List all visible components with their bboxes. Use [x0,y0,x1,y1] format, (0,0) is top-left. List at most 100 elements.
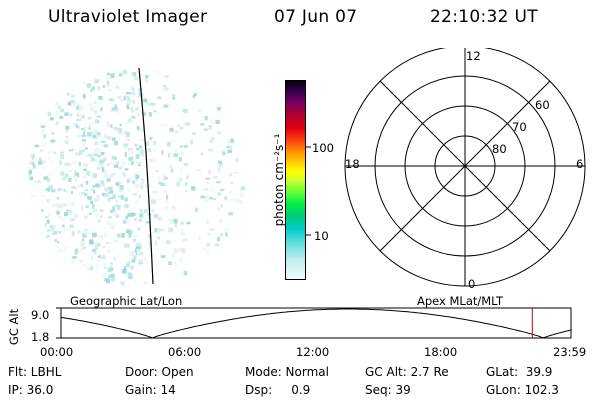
speckle-pixel [128,233,132,238]
speckle-pixel [128,156,134,161]
speckle-pixel [168,227,174,233]
speckle-pixel [32,157,35,161]
speckle-pixel [92,184,96,188]
speckle-pixel [136,162,140,165]
speckle-pixel [56,196,59,200]
speckle-pixel [70,210,73,215]
speckle-pixel [66,92,70,96]
speckle-pixel [137,113,140,117]
speckle-pixel [119,98,124,102]
speckle-pixel [45,187,50,191]
speckle-pixel [51,225,56,230]
speckle-pixel [94,158,97,163]
speckle-pixel [107,72,110,76]
speckle-pixel [123,172,126,176]
speckle-pixel [182,238,188,242]
speckle-pixel [104,232,108,238]
speckle-pixel [140,245,143,250]
speckle-pixel [29,174,32,176]
speckle-pixel [222,151,226,155]
info-gain: Gain: 14 [125,383,176,397]
speckle-pixel [144,259,148,265]
speckle-pixel [153,140,156,145]
speckle-pixel [210,188,214,193]
speckle-pixel [90,122,94,125]
speckle-pixel [95,119,99,124]
speckle-pixel [107,215,113,219]
speckle-pixel [165,240,171,245]
speckle-pixel [43,134,46,139]
speckle-pixel [166,194,169,200]
speckle-pixel [126,104,129,110]
speckle-pixel [98,254,102,257]
speckle-pixel [217,107,221,111]
speckle-pixel [145,221,150,224]
speckle-pixel [47,111,51,116]
info-gcalt: GC Alt: 2.7 Re [365,365,449,379]
speckle-pixel [78,106,84,111]
speckle-pixel [127,209,132,213]
speckle-pixel [214,243,220,247]
speckle-pixel [143,209,148,213]
speckle-pixel [113,256,118,259]
orbit-strip [56,307,572,339]
speckle-pixel [57,248,62,253]
speckle-pixel [80,183,84,188]
speckle-pixel [51,132,55,135]
speckle-pixel [82,237,85,243]
speckle-pixel [130,73,134,78]
speckle-pixel [131,110,134,113]
speckle-pixel [76,106,81,110]
speckle-pixel [83,142,86,147]
speckle-pixel [178,177,183,182]
speckle-pixel [97,164,102,169]
polar-diagonal-2 [379,80,551,252]
speckle-pixel [164,199,169,203]
speckle-pixel [124,152,127,157]
speckle-pixel [46,198,50,203]
speckle-pixel [81,232,85,235]
speckle-pixel [83,163,88,167]
speckle-pixel [104,171,108,175]
speckle-pixel [103,263,107,268]
speckle-pixel [183,270,188,276]
speckle-pixel [200,123,205,126]
speckle-pixel [94,198,99,202]
speckle-pixel [99,215,103,219]
speckle-pixel [115,85,120,89]
speckle-pixel [229,191,232,194]
speckle-pixel [104,133,108,139]
speckle-pixel [143,280,148,285]
speckle-pixel [122,69,128,74]
speckle-pixel [67,102,71,106]
speckle-pixel [204,116,208,121]
orbit-xtick-4: 23:59 [553,345,587,359]
speckle-pixel [83,82,86,85]
speckle-pixel [143,111,146,116]
speckle-pixel [80,128,86,131]
speckle-pixel [123,207,126,211]
speckle-pixel [153,110,157,113]
speckle-pixel [183,163,188,166]
speckle-pixel [173,218,178,224]
speckle-pixel [141,178,144,181]
colorbar-label: photon cm⁻²s⁻¹ [272,133,286,227]
speckle-pixel [153,213,159,219]
speckle-pixel [164,87,169,91]
speckle-pixel [173,248,177,252]
speckle-pixel [40,149,43,153]
info-ip: IP: 36.0 [8,383,54,397]
speckle-pixel [106,136,112,140]
speckle-pixel [136,125,140,131]
speckle-pixel [183,145,188,148]
speckle-pixel [117,233,121,238]
lat-label-70: 70 [512,120,527,134]
speckle-pixel [114,140,118,146]
speckle-pixel [123,95,126,101]
speckle-pixel [57,215,62,220]
speckle-pixel [72,160,77,164]
speckle-pixel [48,156,52,161]
speckle-pixel [166,141,171,147]
speckle-pixel [105,278,111,284]
speckle-pixel [39,157,42,161]
